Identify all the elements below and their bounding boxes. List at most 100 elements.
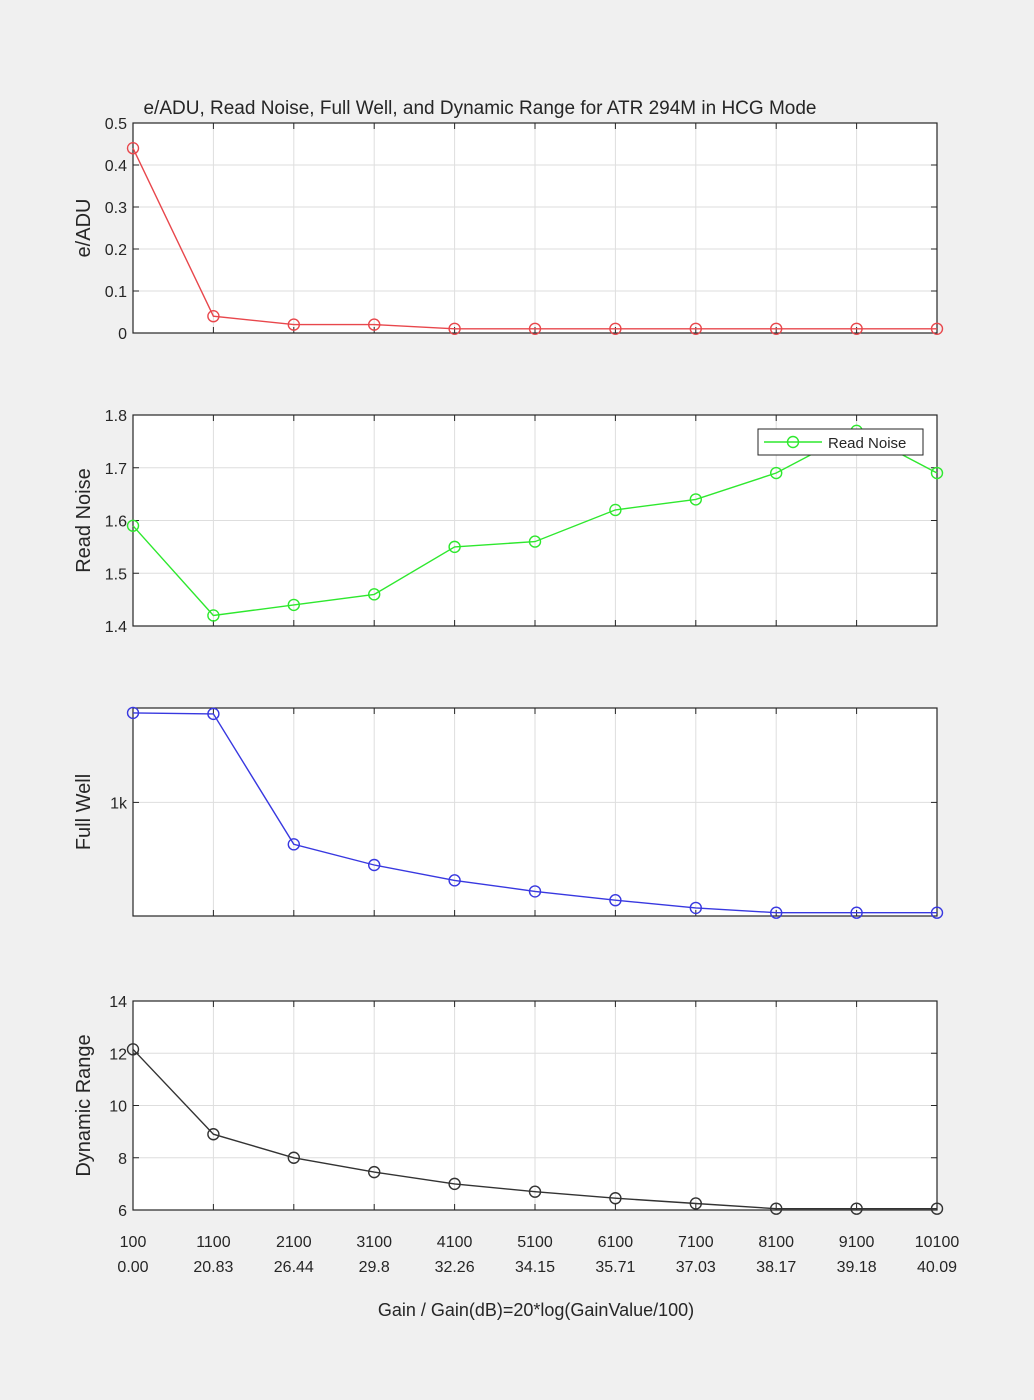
- x-tick-label-gain: 6100: [598, 1234, 634, 1251]
- x-tick-label-gain: 5100: [517, 1234, 553, 1251]
- data-point: [528, 885, 542, 898]
- series-line: [132, 147, 937, 330]
- x-tick-label-gain: 7100: [678, 1234, 714, 1251]
- x-tick-label-gain: 8100: [758, 1234, 794, 1251]
- y-tick-label: 0.4: [105, 158, 127, 175]
- data-point: [528, 535, 542, 548]
- data-point: [126, 519, 140, 532]
- series-line: [132, 1048, 937, 1210]
- y-tick-label: 1.7: [105, 461, 127, 478]
- data-point: [126, 1043, 140, 1056]
- data-point: [930, 322, 944, 335]
- data-point: [448, 1177, 461, 1191]
- axes-box: [132, 122, 938, 334]
- data-point: [689, 1197, 702, 1210]
- axes-box: [132, 1000, 938, 1211]
- y-tick-label: 1.5: [105, 566, 127, 583]
- x-tick-label-db: 38.17: [756, 1259, 796, 1276]
- y-tick-label: 0.3: [105, 200, 127, 217]
- subplot-dynamic-range: 6 8 10 12 14 Dynamic Range: [73, 994, 944, 1220]
- data-point: [207, 310, 220, 323]
- series-line: [132, 712, 937, 914]
- data-point: [528, 322, 542, 335]
- data-point: [609, 894, 622, 907]
- y-tick-label: 10: [109, 1099, 127, 1116]
- data-point: [448, 540, 461, 554]
- x-tick-label-db: 37.03: [676, 1259, 716, 1276]
- y-tick-label: 14: [109, 994, 127, 1011]
- y-axis-label: e/ADU: [73, 199, 95, 258]
- data-point: [207, 609, 220, 622]
- y-tick-label: 1.8: [105, 408, 127, 425]
- x-tick-label-gain: 9100: [839, 1234, 875, 1251]
- x-tick-label-gain: 4100: [437, 1234, 473, 1251]
- y-tick-label: 1k: [110, 795, 128, 812]
- y-axis-label: Full Well: [73, 774, 95, 850]
- data-point: [609, 503, 622, 517]
- x-tick-label-db: 20.83: [193, 1259, 233, 1276]
- data-point: [689, 901, 702, 915]
- x-tick-label-db: 32.26: [435, 1259, 475, 1276]
- x-tick-label-gain: 100: [120, 1234, 147, 1251]
- data-point: [930, 1202, 944, 1215]
- y-tick-label: 0.2: [105, 242, 127, 259]
- legend: Read Noise: [757, 428, 924, 456]
- x-tick-label-db: 0.00: [117, 1259, 148, 1276]
- legend-marker: [786, 435, 800, 449]
- axes-box: [132, 707, 938, 917]
- data-point: [448, 322, 461, 335]
- data-point: [689, 322, 702, 335]
- data-point: [609, 322, 622, 335]
- x-tick-label-gain: 1100: [196, 1234, 231, 1251]
- data-point: [368, 318, 381, 331]
- data-point: [850, 322, 863, 335]
- data-point: [368, 1165, 381, 1179]
- y-tick-label: 0.5: [105, 116, 127, 133]
- data-point: [368, 588, 381, 601]
- data-point: [689, 493, 702, 506]
- data-point: [770, 1202, 783, 1215]
- y-tick-label: 6: [118, 1203, 127, 1220]
- y-tick-label: 0.1: [105, 284, 127, 301]
- x-tick-label-db: 35.71: [595, 1259, 635, 1276]
- data-point: [287, 598, 300, 612]
- x-tick-label-gain: 3100: [356, 1234, 392, 1251]
- y-axis-label: Read Noise: [73, 468, 95, 573]
- data-point: [930, 906, 944, 919]
- axes-layer: 0 0.1 0.2 0.3 0.4 0.5 e/ADU 1.4 1.5 1.6 1.7 1.8 Read…: [73, 116, 959, 1276]
- data-point: [528, 1185, 542, 1198]
- x-tick-label-db: 29.8: [359, 1259, 390, 1276]
- data-point: [850, 906, 863, 919]
- data-point: [448, 874, 461, 887]
- data-point: [770, 322, 783, 335]
- legend-label: Read Noise: [828, 435, 906, 452]
- subplot-full-well: 1k Full Well: [73, 706, 944, 919]
- data-point: [930, 466, 944, 480]
- data-point: [287, 838, 300, 851]
- data-point: [770, 906, 783, 919]
- series-line: [132, 430, 938, 617]
- y-tick-label: 1.4: [105, 619, 127, 636]
- y-axis-label: Dynamic Range: [73, 1034, 95, 1176]
- x-tick-label-db: 39.18: [837, 1259, 877, 1276]
- data-point: [368, 858, 381, 872]
- x-tick-label-db: 40.09: [917, 1259, 957, 1276]
- data-point: [287, 318, 300, 331]
- x-tick-label-db: 26.44: [274, 1259, 314, 1276]
- data-point: [609, 1192, 622, 1205]
- subplot-eadu: 0 0.1 0.2 0.3 0.4 0.5 e/ADU: [73, 116, 944, 343]
- y-tick-label: 1.6: [105, 514, 127, 531]
- data-point: [126, 706, 140, 720]
- data-point: [126, 141, 140, 155]
- y-tick-label: 0: [118, 326, 127, 343]
- y-tick-label: 12: [109, 1046, 127, 1063]
- y-tick-label: 8: [118, 1151, 127, 1168]
- data-point: [850, 1202, 863, 1215]
- subplot-read-noise: 1.4 1.5 1.6 1.7 1.8 Read Noise Read Noise: [73, 408, 944, 636]
- data-point: [287, 1151, 300, 1164]
- data-point: [770, 466, 783, 480]
- figure-title: e/ADU, Read Noise, Full Well, and Dynami…: [143, 98, 816, 119]
- x-axis-label: Gain / Gain(dB)=20*log(GainValue/100): [378, 1300, 694, 1320]
- x-tick-label-db: 34.15: [515, 1259, 555, 1276]
